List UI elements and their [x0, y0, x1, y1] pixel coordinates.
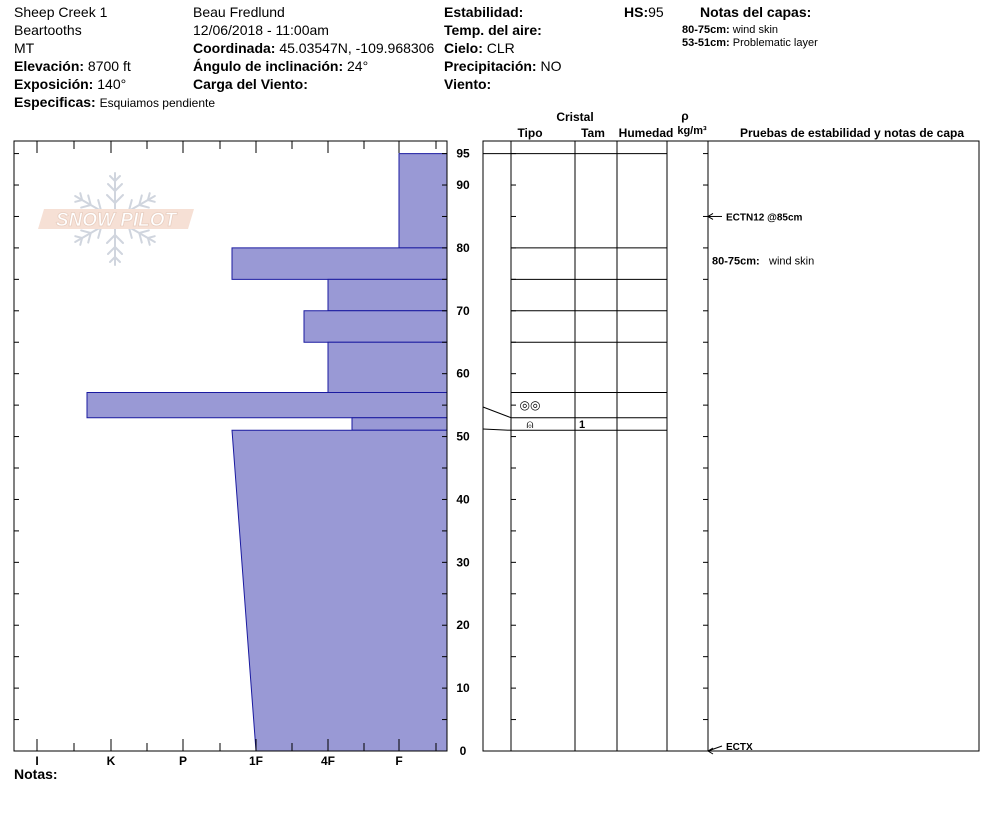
type-header: Tipo: [517, 126, 542, 140]
coordinate-label: Coordinada:: [193, 40, 276, 56]
wind-label: Viento:: [444, 76, 492, 92]
depth-axis: 0 10 20 30 40 50 60 70 80 90 95: [14, 147, 470, 758]
observation-datetime: 12/06/2018 - 11:00am: [193, 22, 329, 38]
incline-value: 24°: [347, 58, 369, 74]
precip-value: NO: [540, 58, 562, 74]
aspect-label: Exposición:: [14, 76, 94, 92]
location-name: Sheep Creek 1: [14, 4, 108, 20]
specifics-value: Esquiamos pendiente: [99, 96, 216, 110]
wind-load-label: Carga del Viento:: [193, 76, 308, 92]
elevation-label: Elevación:: [14, 58, 85, 74]
tests-header: Pruebas de estabilidad y notas de capa: [740, 126, 964, 140]
layer-note-text: wind skin: [732, 24, 779, 36]
crystal-header: Cristal: [556, 110, 593, 124]
test-pointer-arrowhead: [707, 213, 714, 220]
density-rho-header: ρ: [681, 109, 688, 123]
depth-tick-label: 80: [456, 241, 470, 255]
crystal-type-symbol: ◎◎: [520, 398, 541, 412]
elevation-value: 8700 ft: [87, 58, 131, 74]
hardness-tick-label: K: [107, 754, 116, 768]
incline-row: Ángulo de inclinación: 24°: [193, 59, 368, 73]
depth-tick-label: 10: [456, 681, 470, 695]
sky-label: Cielo:: [444, 40, 483, 56]
sky-row: Cielo: CLR: [444, 41, 517, 55]
layer-table: [482, 141, 709, 752]
hardness-layer-bar: [231, 247, 448, 280]
hardness-layer-bar: [86, 392, 448, 419]
hardness-layer-bar: [231, 429, 448, 752]
depth-tick-label: 95: [456, 147, 470, 161]
elevation-row: Elevación: 8700 ft: [14, 59, 131, 73]
layer-note-item: 53-51cm: Problematic layer: [682, 38, 818, 49]
depth-tick-label: 0: [460, 744, 467, 758]
depth-tick-label: 20: [456, 618, 470, 632]
layer-boundary-connector: [482, 406, 512, 419]
depth-tick-label: 60: [456, 367, 470, 381]
specifics-row: Especificas: Esquiamos pendiente: [14, 95, 215, 109]
density-unit-header: kg/m³: [677, 125, 707, 137]
crystal-cells: ◎◎ ⍝ 1: [520, 398, 586, 431]
precip-label: Precipitación:: [444, 58, 537, 74]
layer-note-item: 80-75cm: wind skin: [682, 25, 778, 36]
layer-note-range: 53-51cm:: [682, 37, 730, 49]
depth-tick-label: 40: [456, 492, 470, 506]
hardness-profile: [86, 153, 448, 752]
aspect-row: Exposición: 140°: [14, 77, 126, 91]
layer-note-range: 80-75cm:: [682, 24, 730, 36]
hardness-plot-frame: [13, 140, 448, 752]
range-name: Beartooths: [14, 22, 82, 38]
snowpilot-logo: SNOW PILOT: [38, 172, 194, 266]
hardness-tick-label: P: [179, 754, 187, 768]
hardness-layer-bar: [327, 278, 448, 312]
layer-boundary-connector: [482, 428, 512, 431]
hardness-tick-label: F: [395, 754, 402, 768]
hardness-tick-label: 1F: [249, 754, 263, 768]
test-pointer-arrowhead: [707, 747, 714, 755]
observer-name: Beau Fredlund: [193, 4, 285, 20]
coordinate-value: 45.03547N, -109.968306: [279, 40, 435, 56]
incline-label: Ángulo de inclinación:: [193, 58, 344, 74]
hs-row: HS:95: [624, 5, 664, 19]
hs-value: 95: [648, 4, 664, 20]
layer-table-frame: [482, 140, 980, 752]
hs-label: HS:: [624, 4, 649, 20]
stability-tests: ECTN12 @85cm ECTX 80-75cm: wind skin: [707, 212, 814, 755]
sky-value: CLR: [486, 40, 515, 56]
crystal-size-value: 1: [579, 419, 585, 431]
layer-annotation-text: wind skin: [768, 255, 814, 267]
size-header: Tam: [581, 126, 605, 140]
specifics-label: Especificas:: [14, 94, 96, 110]
depth-tick-label: 70: [456, 304, 470, 318]
coordinate-row: Coordinada: 45.03547N, -109.968306: [193, 41, 434, 55]
hardness-tick-label: 4F: [321, 754, 335, 768]
depth-tick-label: 90: [456, 178, 470, 192]
notes-label: Notas:: [14, 766, 58, 782]
hardness-layer-bar: [327, 341, 448, 394]
layer-notes-title: Notas del capas:: [700, 4, 812, 20]
precip-row: Precipitación: NO: [444, 59, 561, 73]
hardness-axis: I K P 1F 4F F: [35, 141, 437, 768]
air-temp-label: Temp. del aire:: [444, 22, 542, 38]
layer-annotation-range: 80-75cm:: [712, 255, 760, 267]
stability-test-label: ECTX: [726, 742, 753, 753]
hardness-layer-bar: [351, 417, 448, 431]
depth-tick-label: 30: [456, 555, 470, 569]
depth-tick-label: 50: [456, 430, 470, 444]
stability-test-label: ECTN12 @85cm: [726, 212, 803, 223]
hardness-tick-label: I: [35, 754, 38, 768]
aspect-value: 140°: [97, 76, 127, 92]
stability-label: Estabilidad:: [444, 4, 524, 20]
moisture-header: Humedad: [619, 126, 674, 140]
crystal-type-symbol: ⍝: [526, 417, 533, 431]
layer-note-text: Problematic layer: [732, 37, 818, 49]
hardness-layer-bar: [303, 310, 448, 343]
logo-text: SNOW PILOT: [56, 210, 178, 231]
hardness-layer-bar: [398, 153, 448, 249]
state-name: MT: [14, 40, 35, 56]
